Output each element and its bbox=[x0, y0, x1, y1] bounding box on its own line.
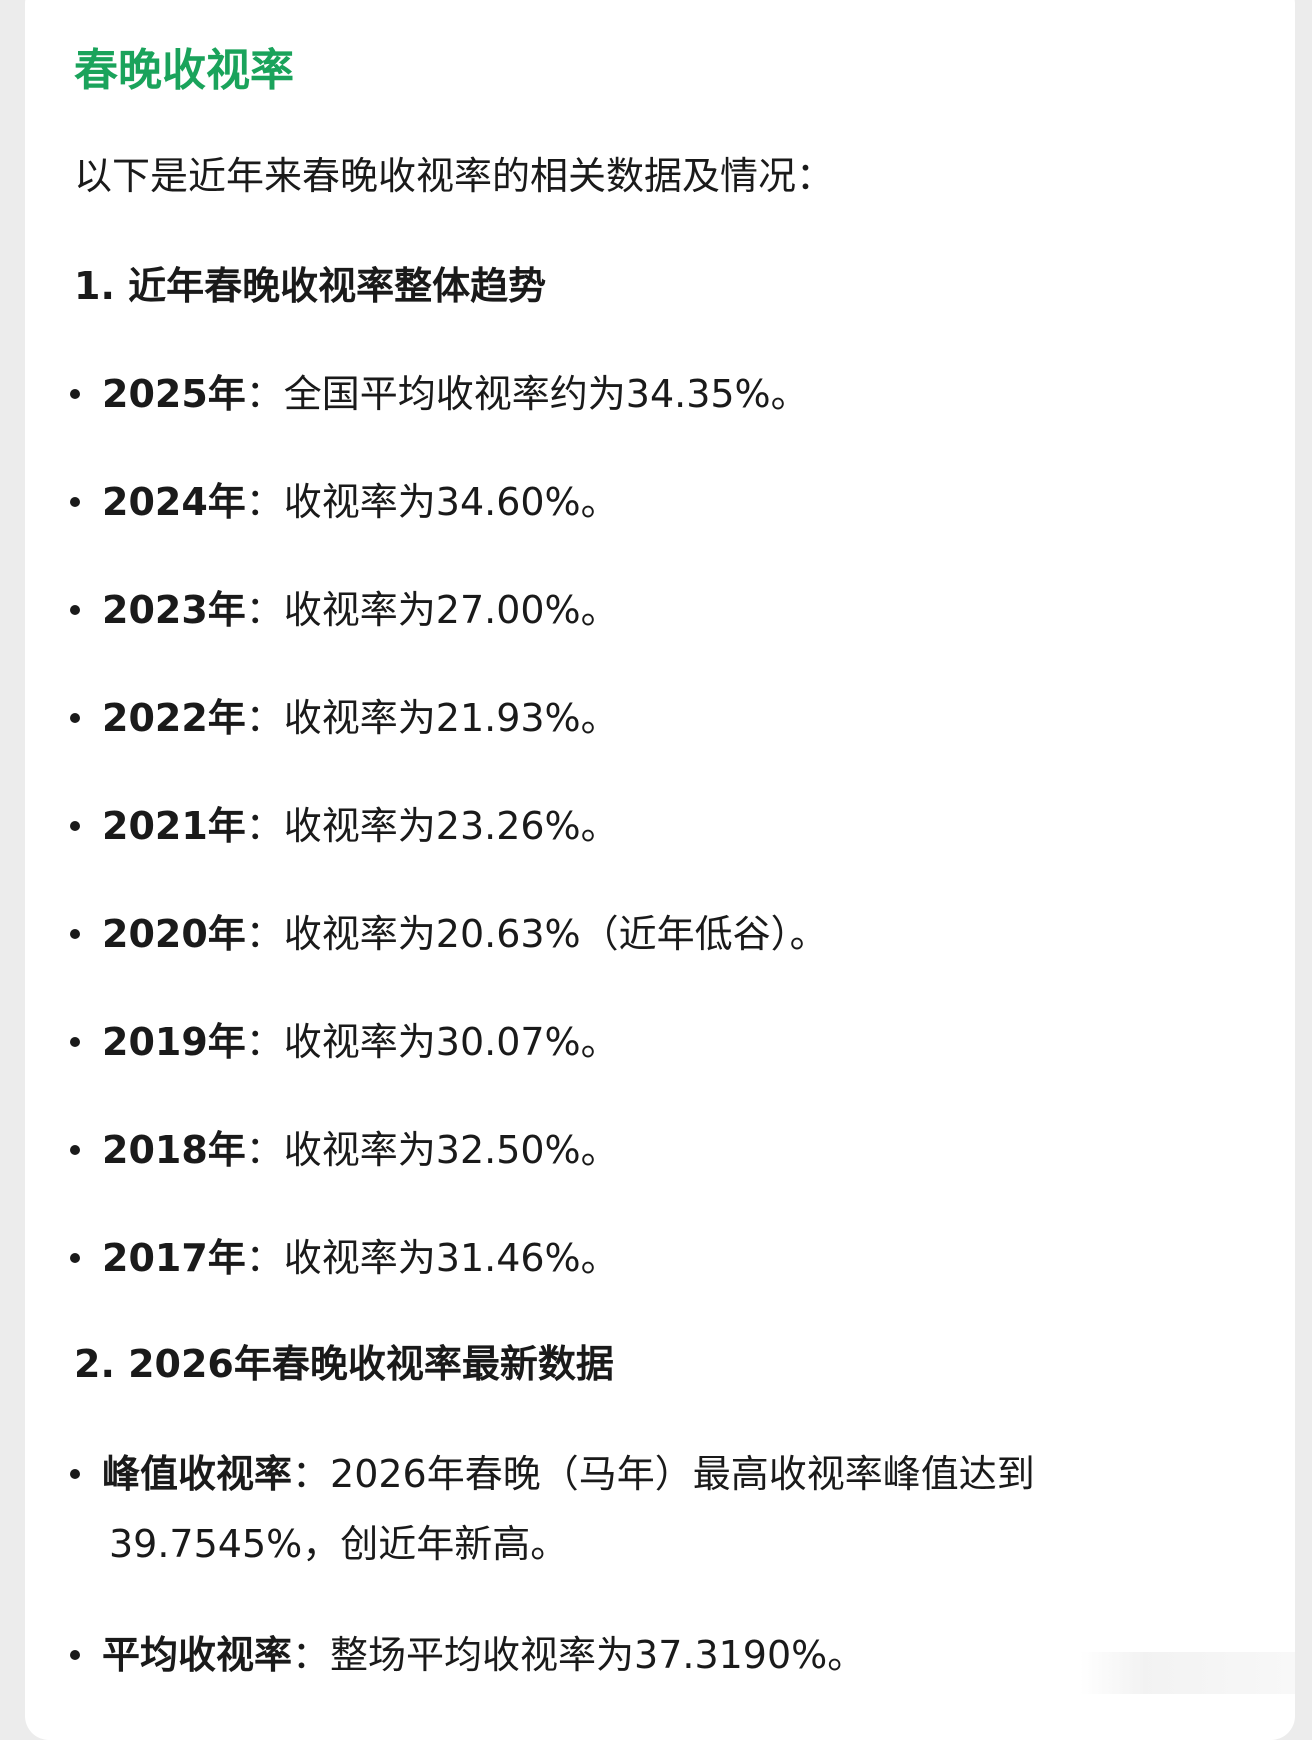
item-text: ：收视率为23.26%。 bbox=[245, 804, 619, 848]
page-title: 春晚收视率 bbox=[74, 45, 294, 96]
bullet-icon bbox=[70, 496, 80, 507]
bullet-icon bbox=[70, 820, 80, 831]
list-item-year: 2019年：收视率为30.07%。 bbox=[70, 1016, 619, 1068]
list-item-average: 平均收视率：整场平均收视率为37.3190%。 bbox=[70, 1629, 865, 1681]
item-text: ：收视率为21.93%。 bbox=[245, 696, 619, 740]
item-text: ：收视率为20.63%（近年低谷）。 bbox=[245, 912, 828, 956]
list-item-year: 2017年：收视率为31.46%。 bbox=[70, 1232, 619, 1284]
bullet-icon bbox=[70, 1649, 80, 1660]
watermark bbox=[1080, 1652, 1295, 1694]
list-item-year: 2025年：全国平均收视率约为34.35%。 bbox=[70, 368, 809, 420]
item-label: 峰值收视率 bbox=[102, 1452, 293, 1496]
bullet-icon bbox=[70, 388, 80, 399]
list-item-year: 2022年：收视率为21.93%。 bbox=[70, 692, 619, 744]
item-label: 2025年 bbox=[102, 372, 246, 416]
list-item-peak-continued: 39.7545%，创近年新高。 bbox=[109, 1522, 569, 1566]
bullet-icon bbox=[70, 604, 80, 615]
bullet-icon bbox=[70, 712, 80, 723]
bullet-icon bbox=[70, 1144, 80, 1155]
item-text: ：整场平均收视率为37.3190%。 bbox=[292, 1633, 866, 1677]
list-item-year: 2023年：收视率为27.00%。 bbox=[70, 584, 619, 636]
bullet-icon bbox=[70, 928, 80, 939]
item-label: 2017年 bbox=[102, 1236, 246, 1280]
item-text: ：2026年春晚（马年）最高收视率峰值达到 bbox=[292, 1452, 1035, 1496]
answer-card bbox=[25, 0, 1295, 1740]
item-label: 2023年 bbox=[102, 588, 246, 632]
list-item-peak: 峰值收视率：2026年春晚（马年）最高收视率峰值达到 bbox=[70, 1448, 1035, 1500]
item-text: ：收视率为34.60%。 bbox=[245, 480, 619, 524]
list-item-year: 2020年：收视率为20.63%（近年低谷）。 bbox=[70, 908, 828, 960]
item-label: 2022年 bbox=[102, 696, 246, 740]
list-item-year: 2024年：收视率为34.60%。 bbox=[70, 476, 619, 528]
list-item-year: 2018年：收视率为32.50%。 bbox=[70, 1124, 619, 1176]
section2-heading: 2. 2026年春晚收视率最新数据 bbox=[74, 1342, 614, 1386]
item-label: 2020年 bbox=[102, 912, 246, 956]
intro-text: 以下是近年来春晚收视率的相关数据及情况： bbox=[74, 154, 835, 198]
item-text: ：收视率为27.00%。 bbox=[245, 588, 619, 632]
list-item-year: 2021年：收视率为23.26%。 bbox=[70, 800, 619, 852]
item-text: ：收视率为32.50%。 bbox=[245, 1128, 619, 1172]
item-text: ：收视率为30.07%。 bbox=[245, 1020, 619, 1064]
section1-heading: 1. 近年春晚收视率整体趋势 bbox=[74, 264, 547, 308]
item-label: 2019年 bbox=[102, 1020, 246, 1064]
item-label: 2018年 bbox=[102, 1128, 246, 1172]
item-label: 平均收视率 bbox=[102, 1633, 293, 1677]
bullet-icon bbox=[70, 1468, 80, 1479]
item-text: ：全国平均收视率约为34.35%。 bbox=[245, 372, 809, 416]
bullet-icon bbox=[70, 1036, 80, 1047]
item-label: 2024年 bbox=[102, 480, 246, 524]
item-label: 2021年 bbox=[102, 804, 246, 848]
bullet-icon bbox=[70, 1252, 80, 1263]
item-text: ：收视率为31.46%。 bbox=[245, 1236, 619, 1280]
